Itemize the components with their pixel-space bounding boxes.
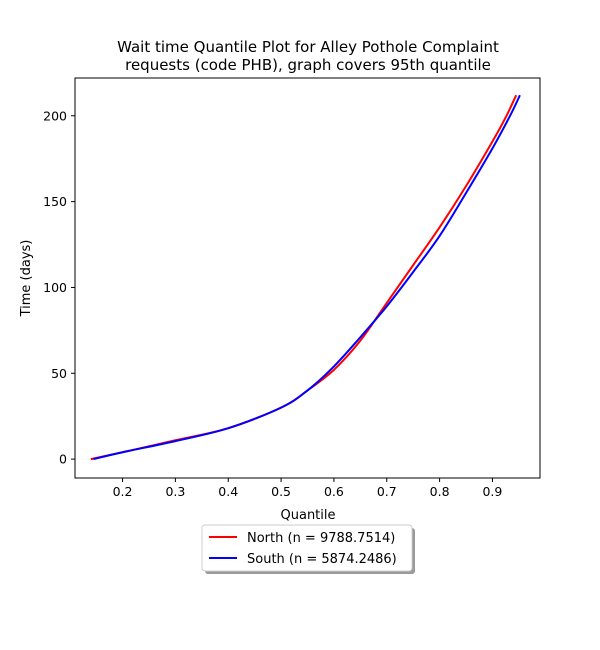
x-axis-label: Quantile bbox=[281, 508, 336, 523]
x-tick-label: 0.6 bbox=[324, 484, 344, 499]
x-tick-label: 0.8 bbox=[430, 484, 450, 499]
axis-ticks: 0.2 0.3 0.4 0.5 0.6 0.7 0.8 0.9 0 50 100 150 200 bbox=[43, 108, 502, 499]
y-tick-label: 0 bbox=[59, 452, 67, 467]
legend-box bbox=[201, 524, 413, 572]
y-tick-label: 150 bbox=[43, 194, 67, 209]
x-tick-label: 0.2 bbox=[113, 484, 133, 499]
x-tick-label: 0.4 bbox=[218, 484, 238, 499]
y-tick-label: 100 bbox=[43, 280, 67, 295]
x-tick-label: 0.7 bbox=[377, 484, 397, 499]
plot-frame bbox=[74, 77, 541, 479]
legend-label-south: South (n = 5874.2486) bbox=[247, 552, 397, 567]
legend-label-north: North (n = 9788.7514) bbox=[247, 531, 395, 546]
legend: North (n = 9788.7514) South (n = 5874.24… bbox=[201, 524, 415, 574]
chart-title-line-2: requests (code PHB), graph covers 95th q… bbox=[125, 56, 491, 74]
x-tick-label: 0.5 bbox=[271, 484, 291, 499]
y-tick-label: 200 bbox=[43, 108, 67, 123]
x-tick-label: 0.3 bbox=[165, 484, 185, 499]
chart-title-line-1: Wait time Quantile Plot for Alley Pothol… bbox=[117, 38, 499, 56]
series-lines bbox=[90, 94, 521, 461]
y-tick-label: 50 bbox=[51, 366, 67, 381]
y-axis-label: Time (days) bbox=[19, 240, 34, 318]
x-tick-label: 0.9 bbox=[482, 484, 502, 499]
series-line-south bbox=[93, 94, 521, 461]
